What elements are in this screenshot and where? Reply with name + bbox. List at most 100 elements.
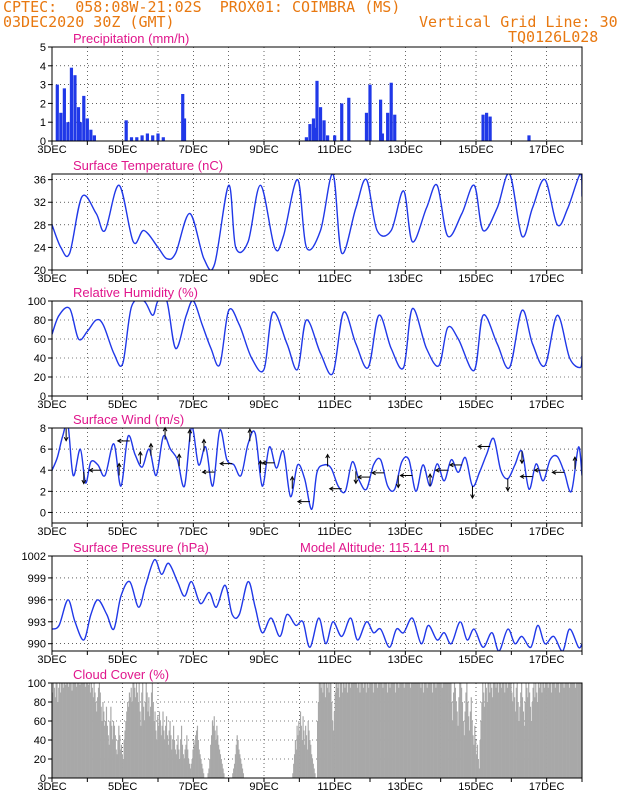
y-tick-label: 80 [34, 697, 46, 709]
y-tick-label: 0 [40, 773, 46, 785]
cloud-bar [526, 687, 528, 778]
cloud-bar [348, 683, 350, 778]
x-tick-label: 17DEC [529, 273, 565, 285]
panel-title: Surface Pressure (hPa) [73, 540, 209, 555]
cloud-bar [129, 697, 131, 778]
cloud-bar [56, 683, 58, 778]
plot-border [51, 173, 583, 271]
cloud-bar [373, 683, 375, 778]
wind-arrow-head [187, 428, 193, 434]
cloud-bar [222, 768, 224, 778]
cloud-bar [518, 721, 520, 778]
cloud-bar [173, 725, 175, 778]
cloud-bar [556, 683, 558, 778]
cloud-bar [112, 740, 114, 778]
cloud-bar [138, 683, 140, 778]
cloud-bar [199, 754, 201, 778]
cloud-bar [305, 735, 308, 778]
cloud-bar [168, 730, 170, 778]
cloud-bar [104, 725, 106, 778]
cloud-bar [332, 721, 334, 778]
cloud-bar [127, 702, 129, 778]
cloud-bar [95, 702, 97, 778]
cloud-bar [579, 683, 581, 778]
cloud-bar [456, 711, 458, 778]
cloud-bar [236, 735, 238, 778]
cloud-bar [483, 692, 485, 778]
y-tick-label: 40 [34, 735, 46, 747]
wind-arrow-head [201, 438, 207, 444]
cloud-bar [460, 687, 463, 778]
cloud-bar [157, 716, 159, 778]
cloud-bar [91, 687, 93, 778]
cloud-bar [80, 683, 82, 778]
cloud-bar [544, 687, 546, 778]
cloud-bar [127, 706, 130, 778]
cloud-bar [242, 773, 244, 778]
cloud-bar [481, 702, 483, 778]
cloud-bar [433, 683, 435, 778]
precip-bar [368, 84, 372, 141]
x-tick-label: 5DEC [108, 654, 137, 666]
x-tick-label: 15DEC [458, 399, 494, 411]
cloud-bar [377, 687, 379, 778]
cloud-bar [528, 683, 530, 778]
cloud-bar [366, 683, 368, 778]
cloud-bar [578, 683, 580, 778]
cloud-bar [460, 683, 462, 778]
cloud-bar [85, 683, 87, 778]
cloud-bar [566, 683, 569, 778]
cloud-bar [120, 744, 123, 778]
wind-arrow-head [261, 460, 267, 466]
cloud-bar [463, 735, 465, 778]
cloud-bar [465, 692, 467, 778]
cloud-bar [198, 749, 200, 778]
cloud-bar [195, 735, 197, 778]
wind-arrow-head [470, 494, 475, 500]
x-tick-label: 3DEC [37, 781, 66, 793]
x-tick-label: 7DEC [179, 526, 208, 538]
cloud-bar [400, 683, 402, 778]
precip-bar [89, 129, 93, 141]
cloud-bar [358, 683, 360, 778]
cloud-bar [69, 683, 71, 778]
cloud-bar [353, 683, 355, 778]
y-tick-label: 2 [40, 486, 46, 498]
cloud-bar [335, 683, 337, 778]
cloud-bar [75, 686, 78, 778]
plot-border [51, 427, 583, 524]
wind-arrow-head [176, 453, 182, 459]
cloud-bar [124, 730, 126, 778]
cloud-bar [176, 744, 178, 778]
cloud-bar [392, 683, 395, 778]
cloud-bar [482, 683, 484, 778]
cloud-bar [504, 692, 506, 778]
wind-arrow-head [448, 462, 454, 468]
cloud-bar [110, 706, 112, 778]
y-tick-label: 100 [28, 678, 46, 690]
cloud-bar [458, 697, 460, 778]
cloud-bar [413, 683, 415, 778]
x-tick-label: 15DEC [458, 526, 494, 538]
cloud-bar [203, 773, 205, 778]
cloud-bar [430, 683, 433, 778]
cloud-bar [334, 692, 336, 778]
cloud-bar [82, 683, 85, 778]
x-tick-label: 17DEC [529, 526, 565, 538]
cloud-bar [119, 735, 121, 778]
precip-bar [364, 112, 369, 141]
cloud-bar [489, 692, 491, 778]
cloud-bar [89, 683, 91, 778]
cloud-bar [521, 683, 523, 778]
cloud-bar [139, 711, 141, 778]
cloud-bar [165, 716, 168, 778]
y-tick-label: 40 [34, 353, 46, 365]
plot-border [51, 682, 583, 779]
x-tick-label: 15DEC [458, 273, 494, 285]
x-tick-label: 15DEC [458, 144, 494, 156]
cloud-bar [84, 686, 86, 778]
cloud-bar [153, 721, 155, 778]
cloud-bar [342, 683, 344, 778]
y-tick-label: 20 [34, 372, 46, 384]
cloud-bar [430, 683, 432, 778]
